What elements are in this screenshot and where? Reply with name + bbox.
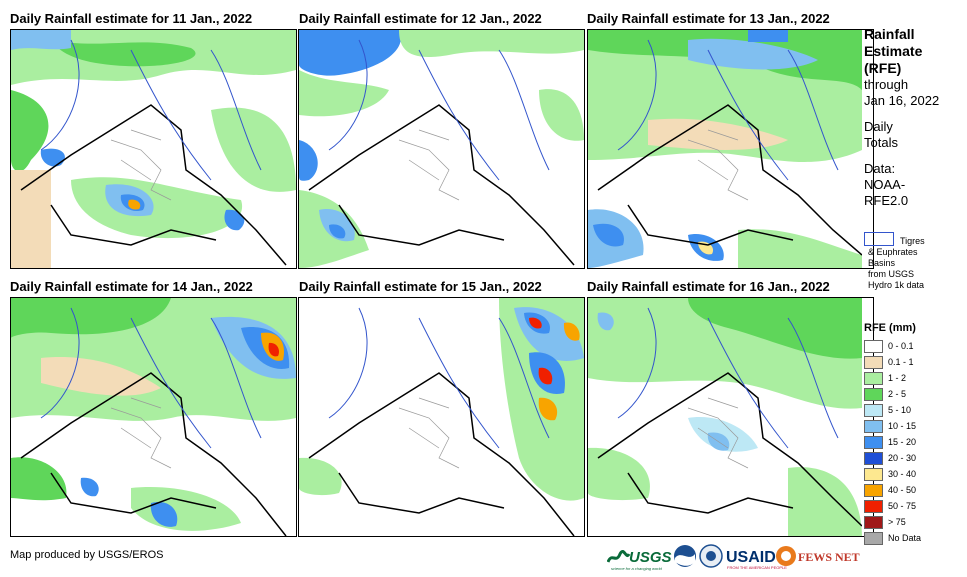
legend-row: 1 - 2 <box>864 370 964 386</box>
noaa-logo-icon <box>674 545 696 567</box>
legend-row: 30 - 40 <box>864 466 964 482</box>
map-title-line1: Rainfall <box>864 26 915 42</box>
data-source-line1: NOAA- <box>864 177 906 192</box>
legend-swatch <box>864 371 883 385</box>
legend-swatch <box>864 355 883 369</box>
legend-row: No Data <box>864 530 964 546</box>
usaid-logo-text: USAID <box>726 549 776 566</box>
map-credit: Map produced by USGS/EROS <box>10 549 164 561</box>
usgs-logo-icon: USGS science for a changing world <box>606 549 672 571</box>
legend-label: 50 - 75 <box>888 501 917 511</box>
legend-label: 10 - 15 <box>888 421 917 431</box>
through-date: Jan 16, 2022 <box>864 93 940 108</box>
legend-label: No Data <box>888 533 922 543</box>
legend-row: > 75 <box>864 514 964 530</box>
through-label: through <box>864 77 909 92</box>
basin-key: Tigres & Euphrates Basins from USGS Hydr… <box>864 232 964 291</box>
legend-label: 0.1 - 1 <box>888 357 914 367</box>
totals-label: Totals <box>864 135 898 150</box>
panel-title-15-jan: Daily Rainfall estimate for 15 Jan., 202… <box>299 279 542 294</box>
legend-swatch <box>864 339 883 353</box>
rainfall-map-11-jan <box>10 29 297 269</box>
legend-swatch <box>864 515 883 529</box>
legend-swatch <box>864 403 883 417</box>
legend-row: 40 - 50 <box>864 482 964 498</box>
legend-swatch <box>864 499 883 513</box>
data-source-line2: RFE2.0 <box>864 193 909 208</box>
panel-title-13-jan: Daily Rainfall estimate for 13 Jan., 202… <box>587 11 830 26</box>
legend-row: 10 - 15 <box>864 418 964 434</box>
legend-row: 50 - 75 <box>864 498 964 514</box>
legend-row: 2 - 5 <box>864 386 964 402</box>
legend-label: 1 - 2 <box>888 373 907 383</box>
fewsnet-logo-icon: FEWS NET <box>776 546 860 566</box>
basin-key-line1: Tigres <box>900 236 925 246</box>
basin-key-line4: from USGS <box>868 269 915 279</box>
legend-row: 0.1 - 1 <box>864 354 964 370</box>
usaid-tagline: FROM THE AMERICAN PEOPLE <box>727 565 787 570</box>
legend-label: 15 - 20 <box>888 437 917 447</box>
basin-key-line2: & Euphrates <box>868 247 918 257</box>
agency-logos: USGS science for a changing world USAID … <box>606 542 861 572</box>
legend-title: RFE (mm) <box>864 322 916 334</box>
legend-swatch <box>864 451 883 465</box>
legend-swatch <box>864 435 883 449</box>
data-label: Data: <box>864 161 896 176</box>
panel-title-14-jan: Daily Rainfall estimate for 14 Jan., 202… <box>10 279 253 294</box>
legend-row: 20 - 30 <box>864 450 964 466</box>
legend-label: 5 - 10 <box>888 405 912 415</box>
fewsnet-logo-text: FEWS NET <box>798 550 860 564</box>
panel-title-12-jan: Daily Rainfall estimate for 12 Jan., 202… <box>299 11 542 26</box>
legend-label: 20 - 30 <box>888 453 917 463</box>
legend-label: 0 - 0.1 <box>888 341 914 351</box>
legend-label: 40 - 50 <box>888 485 917 495</box>
legend-label: 30 - 40 <box>888 469 917 479</box>
legend-label: 2 - 5 <box>888 389 907 399</box>
dhs-seal-icon <box>699 544 723 568</box>
rainfall-map-13-jan <box>587 29 874 269</box>
rainfall-legend: RFE (mm) 0 - 0.1 0.1 - 1 1 - 2 2 - 5 5 - 10 1… <box>864 322 964 546</box>
rainfall-map-15-jan <box>298 297 585 537</box>
map-title-line2: Estimate <box>864 43 923 59</box>
legend-swatch <box>864 531 883 545</box>
panel-title-11-jan: Daily Rainfall estimate for 11 Jan., 202… <box>10 11 253 26</box>
legend-swatch <box>864 467 883 481</box>
legend-row: 5 - 10 <box>864 402 964 418</box>
usgs-logo-text: USGS <box>629 549 672 566</box>
daily-label: Daily <box>864 119 893 134</box>
legend-swatch <box>864 483 883 497</box>
legend-row: 0 - 0.1 <box>864 338 964 354</box>
basin-key-line5: Hydro 1k data <box>868 280 925 290</box>
map-info-panel: Rainfall Estimate (RFE) through Jan 16, … <box>864 26 964 209</box>
legend-swatch <box>864 387 883 401</box>
usgs-tagline: science for a changing world <box>611 566 662 571</box>
legend-row: 15 - 20 <box>864 434 964 450</box>
basin-swatch <box>864 232 894 246</box>
legend-swatch <box>864 419 883 433</box>
basin-key-line3: Basins <box>868 258 896 268</box>
rainfall-map-14-jan <box>10 297 297 537</box>
rainfall-map-12-jan <box>298 29 585 269</box>
rainfall-map-16-jan <box>587 297 874 537</box>
map-title-line3: (RFE) <box>864 60 902 76</box>
usaid-logo-icon: USAID FROM THE AMERICAN PEOPLE <box>726 549 787 570</box>
panel-title-16-jan: Daily Rainfall estimate for 16 Jan., 202… <box>587 279 830 294</box>
legend-label: > 75 <box>888 517 906 527</box>
